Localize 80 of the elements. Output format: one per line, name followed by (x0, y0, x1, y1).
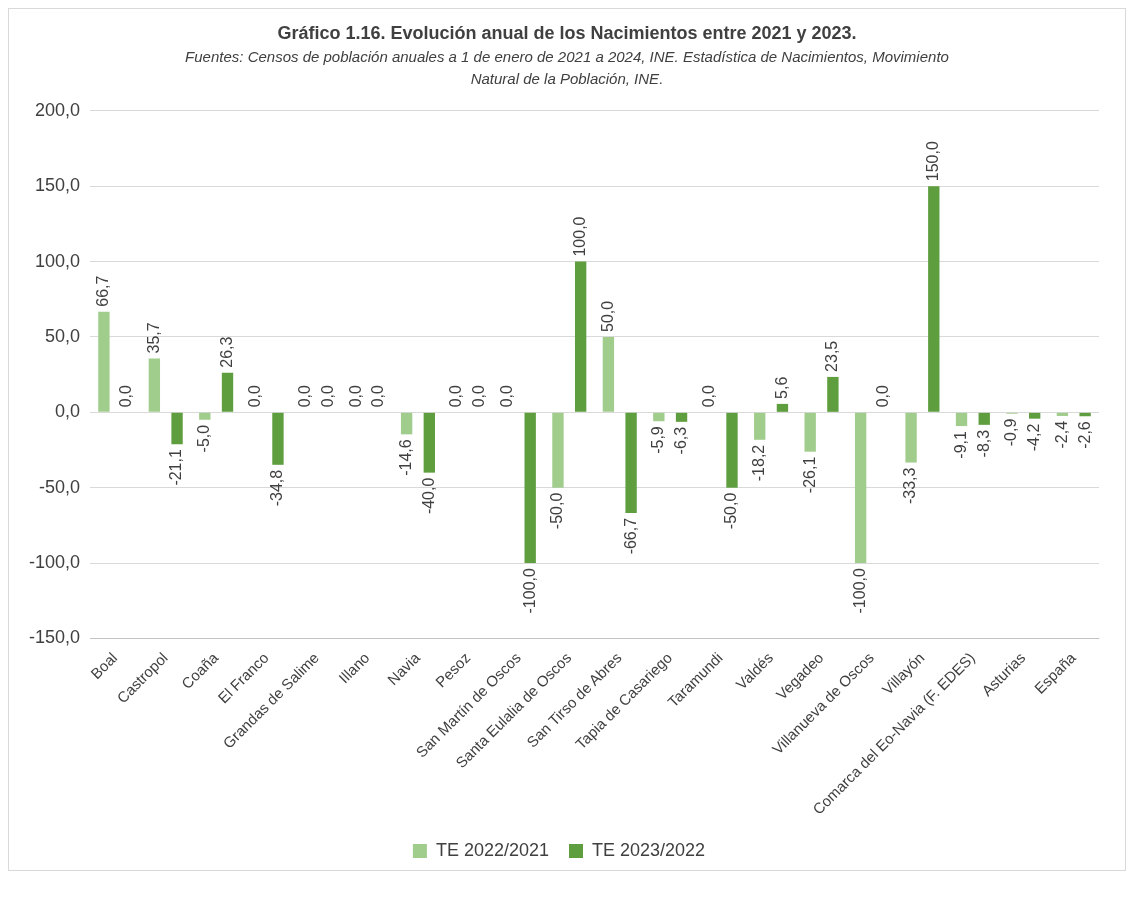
data-label: 35,7 (144, 322, 162, 354)
y-tick-label: -150,0 (28, 627, 81, 648)
bar (574, 261, 587, 412)
data-label: 0,0 (497, 384, 515, 408)
data-label: -5,0 (195, 424, 213, 453)
data-label: 150,0 (924, 141, 942, 182)
data-label: 5,6 (772, 376, 790, 399)
data-label: -4,2 (1025, 423, 1043, 452)
y-tick-label: 200,0 (34, 99, 81, 120)
y-tick-label: -100,0 (28, 552, 81, 573)
data-label: -100,0 (851, 568, 869, 614)
bar (400, 412, 413, 435)
chart-subtitle: Fuentes: Censos de población anuales a 1 de enero de 2021 a 2024, INE. Estadística de Nacimientos, Movimiento Natural de la Población, INE. (184, 47, 950, 89)
y-tick-label: 50,0 (44, 325, 81, 346)
bar (625, 412, 637, 513)
bar (776, 403, 789, 412)
data-label: -26,1 (800, 456, 818, 494)
bar (905, 412, 917, 463)
data-label: 0,0 (369, 384, 387, 408)
data-label: 0,0 (117, 384, 135, 408)
data-label: -6,3 (671, 426, 689, 455)
bar (199, 412, 211, 420)
y-tick-label: -50,0 (39, 476, 81, 497)
legend-label: TE 2022/2021 (435, 839, 549, 860)
legend-label: TE 2023/2022 (592, 839, 706, 860)
data-label: -8,3 (974, 429, 992, 458)
bar (98, 311, 110, 412)
data-label: 26,3 (217, 336, 235, 368)
bar (272, 412, 284, 465)
data-label: -9,1 (951, 430, 969, 459)
bar (955, 412, 968, 427)
bar (854, 412, 867, 564)
y-tick-label: 100,0 (34, 250, 81, 271)
bar (552, 412, 564, 488)
data-label: -0,9 (1002, 418, 1020, 447)
data-label: 0,0 (470, 384, 488, 408)
data-label: -40,0 (419, 477, 437, 515)
data-label: 66,7 (94, 275, 112, 307)
data-label: -18,2 (750, 444, 768, 482)
bar (423, 412, 435, 473)
bar (1056, 412, 1069, 416)
data-label: -5,9 (649, 426, 667, 454)
data-label: -66,7 (621, 517, 639, 555)
bar (726, 412, 738, 488)
data-label: -2,4 (1052, 420, 1070, 449)
data-label: -100,0 (520, 568, 538, 614)
data-label: 0,0 (296, 384, 314, 408)
chart-title: Gráfico 1.16. Evolución anual de los Nacimientos entre 2021 y 2023. (276, 23, 858, 44)
bar (1079, 412, 1091, 417)
bar (524, 412, 536, 564)
data-label: 0,0 (873, 384, 891, 408)
data-label: 23,5 (823, 340, 841, 372)
bar (148, 358, 161, 412)
bar (602, 336, 615, 412)
y-tick-label: 0,0 (55, 401, 81, 422)
data-label: 100,0 (571, 216, 589, 257)
data-label: -2,6 (1075, 421, 1093, 449)
bar (978, 412, 990, 425)
data-label: 0,0 (699, 384, 717, 408)
data-label: -33,3 (901, 467, 919, 505)
bar (221, 372, 234, 412)
data-label: 0,0 (447, 384, 465, 408)
data-label: 50,0 (598, 300, 616, 332)
bar (171, 412, 183, 445)
data-label: 0,0 (245, 384, 263, 408)
data-label: -21,1 (167, 449, 185, 486)
bar (827, 376, 839, 412)
bar (1029, 412, 1041, 419)
y-tick-label: 150,0 (34, 175, 81, 196)
data-label: 0,0 (318, 384, 336, 408)
bar (928, 186, 940, 412)
bar (675, 412, 688, 422)
data-label: 0,0 (346, 384, 364, 408)
data-label: -50,0 (722, 492, 740, 530)
data-label: -14,6 (397, 439, 415, 476)
data-label: -50,0 (548, 492, 566, 530)
bar (754, 412, 766, 440)
data-label: -34,8 (268, 469, 286, 507)
bar (653, 412, 665, 422)
bar (804, 412, 816, 452)
